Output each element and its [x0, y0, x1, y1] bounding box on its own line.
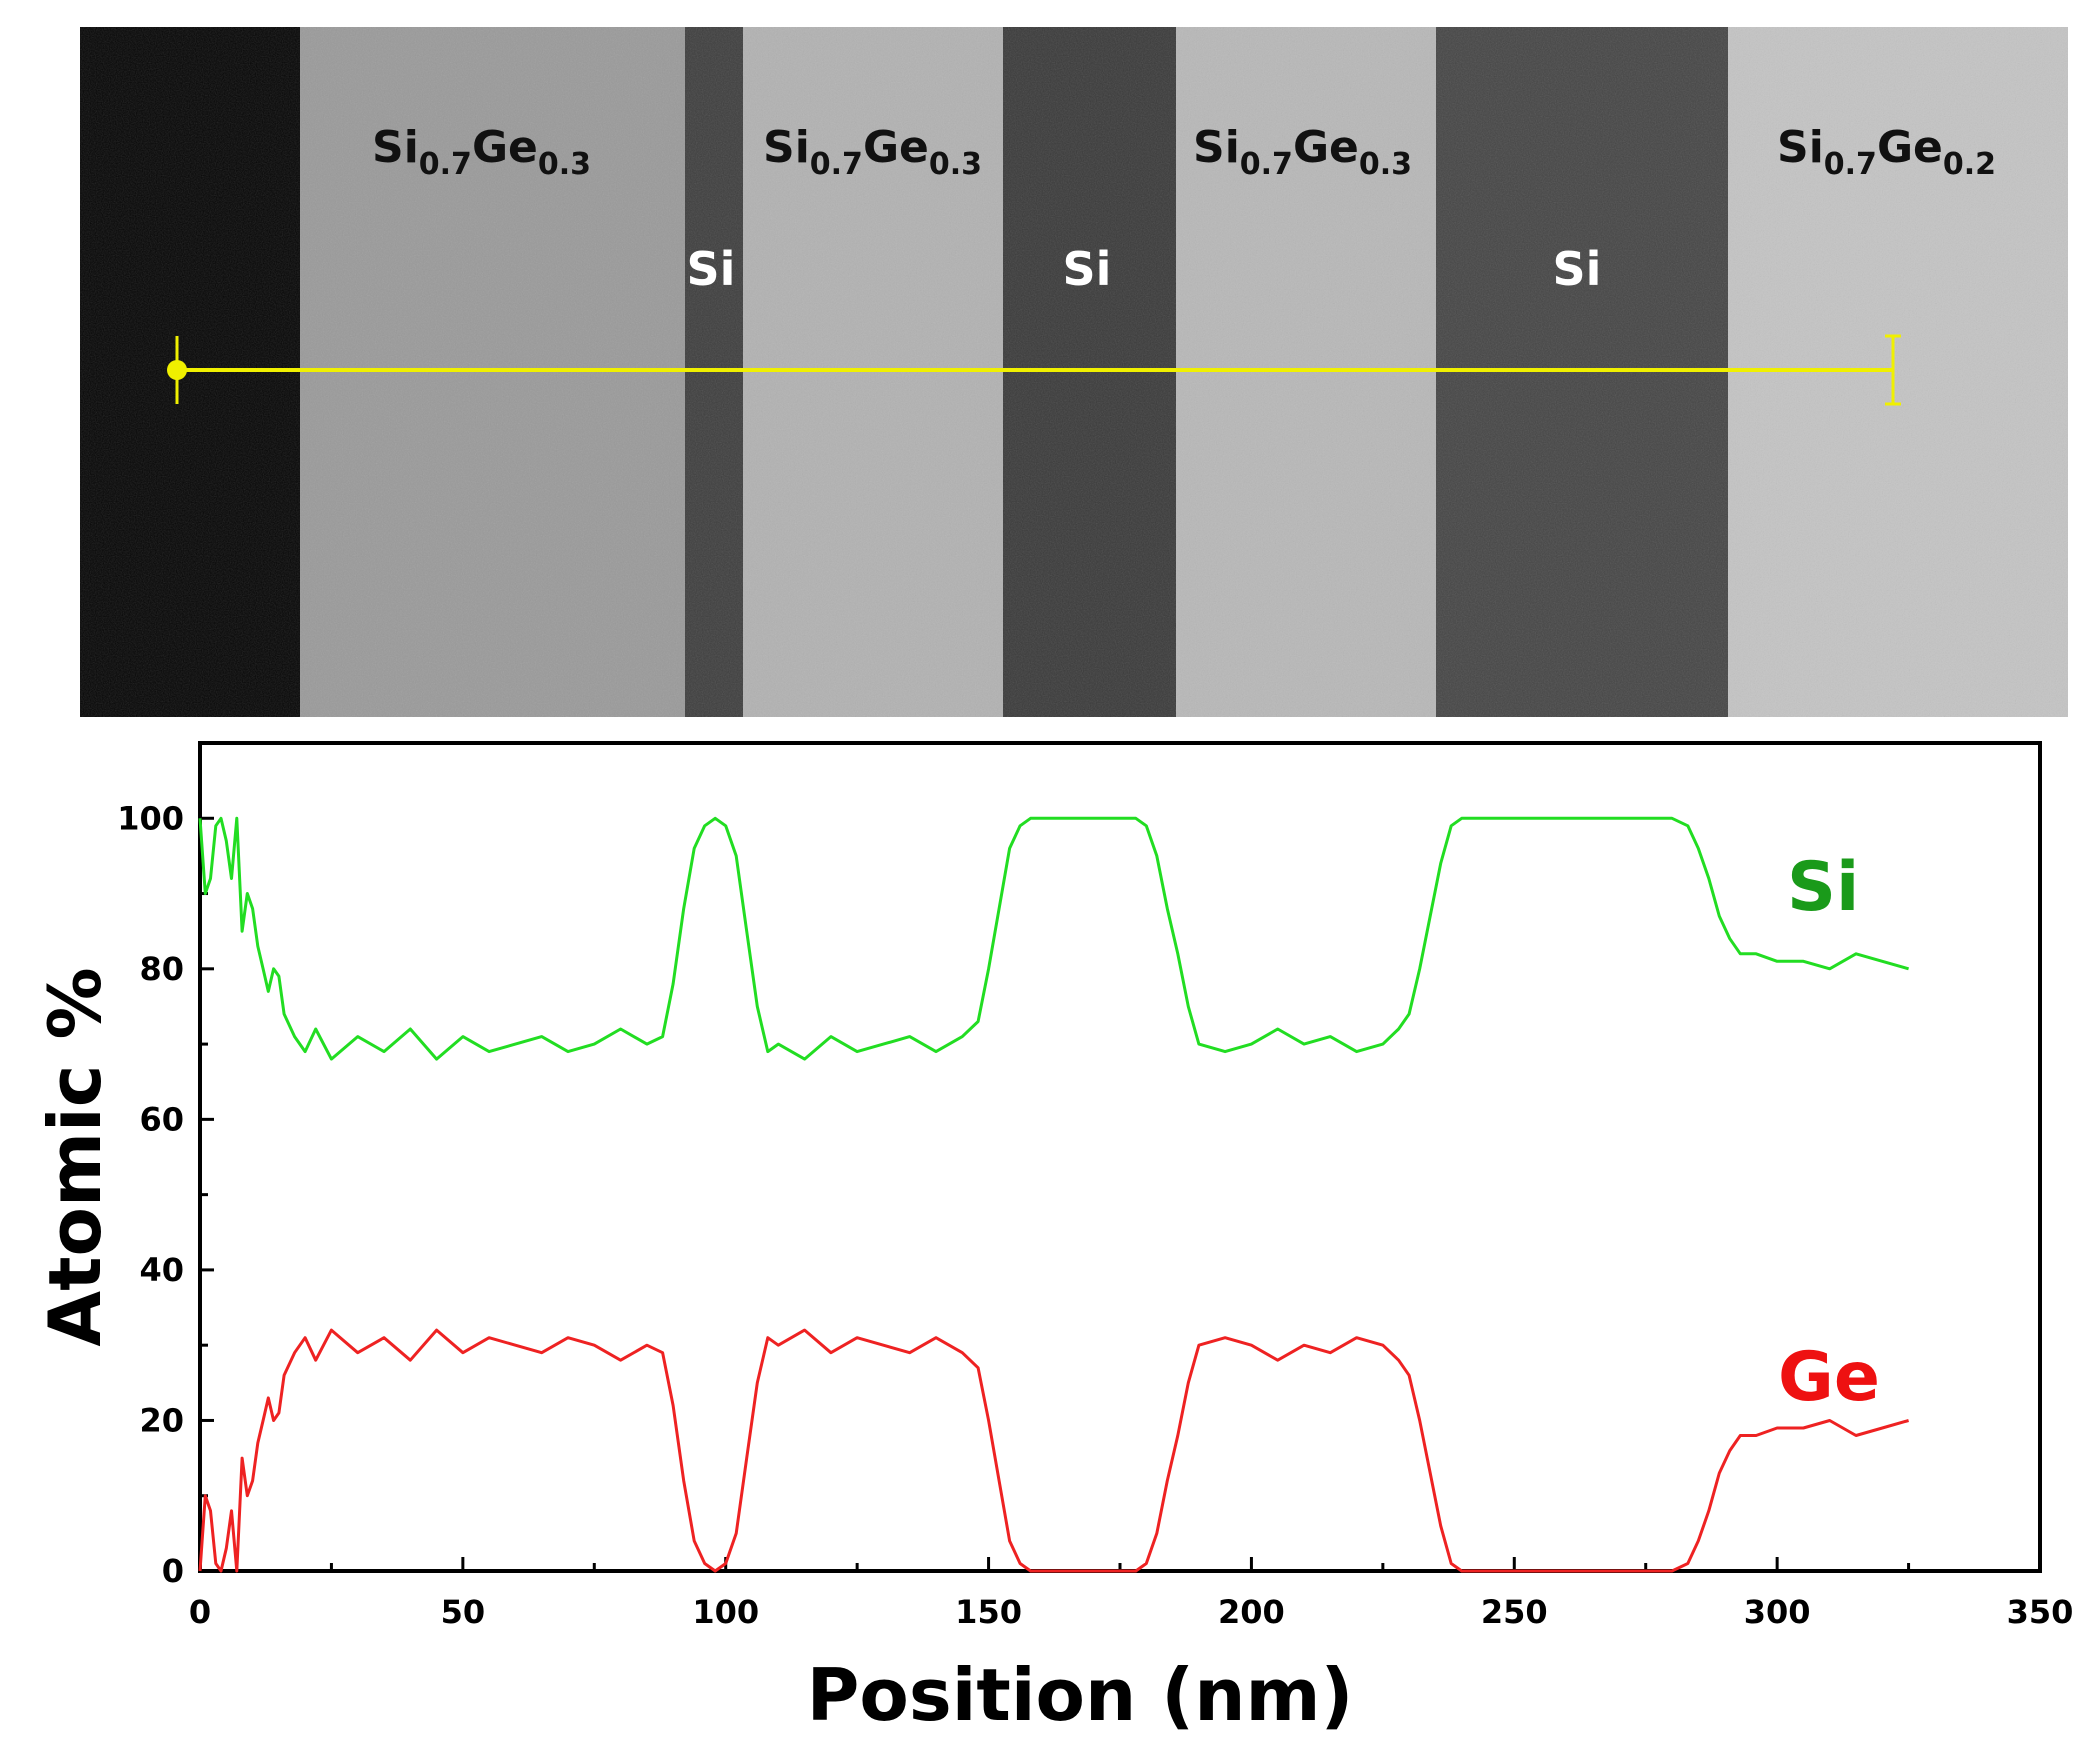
x-tick-label: 200: [1218, 1593, 1285, 1631]
x-tick-label: 300: [1744, 1593, 1811, 1631]
si-band-label-2: Si: [1063, 242, 1112, 296]
si-band-label-1: Si: [687, 242, 736, 296]
layer-label-3: Si0.7Ge0.3: [1193, 122, 1412, 182]
x-tick-label: 350: [2007, 1593, 2074, 1631]
layer-label-1: Si0.7Ge0.3: [372, 122, 591, 182]
x-tick-label: 100: [692, 1593, 759, 1631]
series-layer: [198, 816, 1910, 1573]
y-tick-label: 20: [139, 1401, 184, 1439]
layer-label-2: Si0.7Ge0.3: [763, 122, 982, 182]
line-scan-marker[interactable]: [167, 334, 1901, 406]
y-axis-title: Atomic %: [33, 967, 117, 1346]
si-series-label: Si: [1787, 848, 1859, 927]
y-tick-label: 0: [162, 1552, 184, 1590]
y-tick-label: 60: [139, 1100, 184, 1138]
x-tick-label: 150: [955, 1593, 1022, 1631]
si-band-label-3: Si: [1553, 242, 1602, 296]
x-axis-title: Position (nm): [807, 1653, 1354, 1737]
y-tick-label: 100: [117, 799, 184, 837]
layer-label-4: Si0.7Ge0.2: [1777, 122, 1996, 182]
x-tick-label: 0: [189, 1593, 211, 1631]
plot-frame: [198, 741, 2042, 1573]
stem-image-panel: Si0.7Ge0.3 Si0.7Ge0.3 Si0.7Ge0.3 Si0.7Ge…: [80, 27, 2068, 717]
y-tick-label: 40: [139, 1251, 184, 1289]
x-tick-label: 50: [441, 1593, 486, 1631]
axes: 0 50 100 150 200 250 300 350 0 20 40 60 80 100: [117, 741, 2074, 1631]
line-scan-start-handle[interactable]: [167, 360, 187, 380]
series-line-si: [198, 816, 1910, 1061]
series-line-ge: [198, 1328, 1910, 1573]
y-tick-label: 80: [139, 950, 184, 988]
x-tick-label: 250: [1481, 1593, 1548, 1631]
ge-series-label: Ge: [1778, 1338, 1880, 1417]
